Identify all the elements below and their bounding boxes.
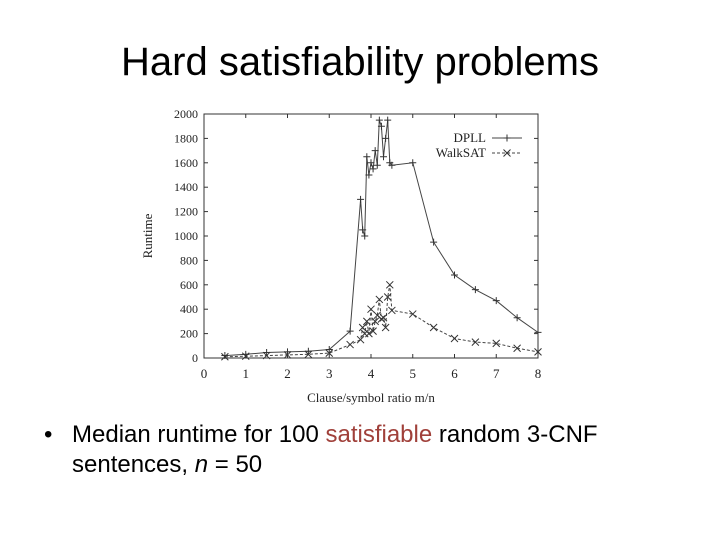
dpll-point	[377, 122, 385, 130]
runtime-chart: 0 200 400 600 800 1000 1200 1400 1600 1800 2000 0 1 2…	[130, 100, 550, 410]
dpll-point	[409, 159, 417, 167]
walksat-point	[360, 329, 369, 338]
walksat-point	[450, 334, 459, 343]
x-axis-label: Clause/symbol ratio m/n	[307, 390, 435, 405]
walksat-point	[325, 349, 334, 357]
slide-title: Hard satisfiability problems	[121, 40, 599, 84]
dpll-point	[304, 347, 312, 355]
plot-frame	[203, 113, 539, 359]
y-tick-label: 1400	[174, 180, 198, 194]
x-tick-label: 2	[284, 366, 291, 381]
dpll-point	[375, 116, 383, 124]
y-tick-label: 400	[180, 302, 198, 316]
dpll-point	[373, 161, 381, 169]
walksat-point	[358, 323, 367, 332]
walksat-point	[388, 306, 396, 315]
dpll-point	[325, 345, 333, 353]
bullet-prefix: Median runtime for 100	[72, 421, 326, 448]
walksat-point	[408, 310, 417, 318]
walksat-point	[365, 329, 373, 338]
x-tick-label: 6	[451, 366, 458, 381]
x-tick-label: 7	[493, 366, 500, 381]
y-tick-label: 1200	[174, 205, 198, 219]
walksat-point	[385, 280, 394, 289]
dpll-point	[346, 327, 354, 335]
walksat-point	[371, 317, 380, 326]
dpll-point	[357, 195, 365, 203]
bullet-highlight: satisfiable	[325, 421, 433, 448]
walksat-point	[262, 351, 271, 360]
bullet-middle: random 3-CNF sentences,	[72, 421, 598, 478]
y-tick-label: 1000	[174, 229, 198, 243]
walksat-point	[383, 293, 392, 301]
bullet-item: • Median runtime for 100 satisfiable ran…	[44, 420, 684, 480]
walksat-point	[369, 327, 377, 336]
x-tick-label: 5	[410, 366, 417, 381]
legend-label-dpll: DPLL	[454, 130, 487, 145]
walksat-point	[513, 344, 521, 353]
y-axis-label: Runtime	[140, 213, 155, 258]
walksat-point	[471, 338, 480, 346]
walksat-point	[362, 317, 371, 326]
walksat-line	[224, 284, 539, 358]
dpll-point	[363, 153, 371, 161]
walksat-point	[534, 348, 542, 356]
dpll-point	[451, 271, 458, 279]
walksat-point	[367, 305, 375, 314]
walksat-point	[429, 323, 438, 332]
dpll-point	[369, 165, 377, 173]
dpll-point	[221, 352, 229, 360]
bullet-dot: •	[44, 421, 53, 448]
x-tick-label: 8	[535, 366, 542, 381]
x-tick-label: 1	[243, 366, 250, 381]
x-tick-label: 3	[326, 366, 333, 381]
dpll-point	[371, 147, 379, 155]
walksat-point	[381, 323, 390, 332]
dpll-point	[263, 349, 271, 357]
dpll-point	[367, 159, 375, 167]
dpll-point	[382, 134, 390, 142]
bullet-variable: n	[194, 451, 209, 478]
y-tick-label: 0	[192, 351, 198, 365]
bullet-suffix: = 50	[208, 451, 263, 478]
dpll-point	[359, 226, 367, 234]
x-tick-label: 0	[201, 366, 208, 381]
legend-label-walksat: WalkSAT	[436, 145, 486, 160]
y-tick-label: 600	[180, 278, 198, 292]
walksat-point	[241, 352, 250, 361]
dpll-point	[534, 328, 542, 336]
y-tick-label: 200	[180, 327, 198, 341]
dpll-point	[513, 314, 521, 322]
walksat-point	[379, 313, 388, 322]
y-tick-label: 800	[180, 253, 198, 267]
walksat-point	[304, 350, 313, 359]
dpll-point	[361, 232, 369, 240]
walksat-point	[492, 339, 501, 348]
dpll-point	[388, 161, 396, 169]
dpll-point	[492, 297, 500, 305]
walksat-point	[346, 340, 354, 349]
chart-svg: 0 200 400 600 800 1000 1200 1400 1600 1800 2000 0 1 2…	[140, 107, 542, 405]
dpll-point	[380, 153, 388, 161]
dpll-point	[384, 116, 392, 124]
legend-marker-walksat	[503, 149, 511, 157]
dpll-point	[284, 348, 291, 356]
walksat-point	[356, 335, 365, 344]
legend-marker-dpll	[503, 134, 511, 142]
y-tick-label: 2000	[174, 107, 198, 121]
walksat-point	[283, 351, 292, 359]
dpll-point	[365, 171, 373, 179]
walksat-point	[377, 315, 386, 323]
dpll-point	[430, 238, 438, 246]
walksat-point	[221, 352, 229, 361]
y-tick-label: 1600	[174, 156, 198, 170]
dpll-point	[471, 286, 479, 294]
bullet-text: Median runtime for 100 satisfiable rando…	[72, 420, 684, 480]
walksat-point	[375, 295, 384, 304]
x-tick-label: 4	[368, 366, 375, 381]
y-tick-label: 1800	[174, 131, 198, 145]
